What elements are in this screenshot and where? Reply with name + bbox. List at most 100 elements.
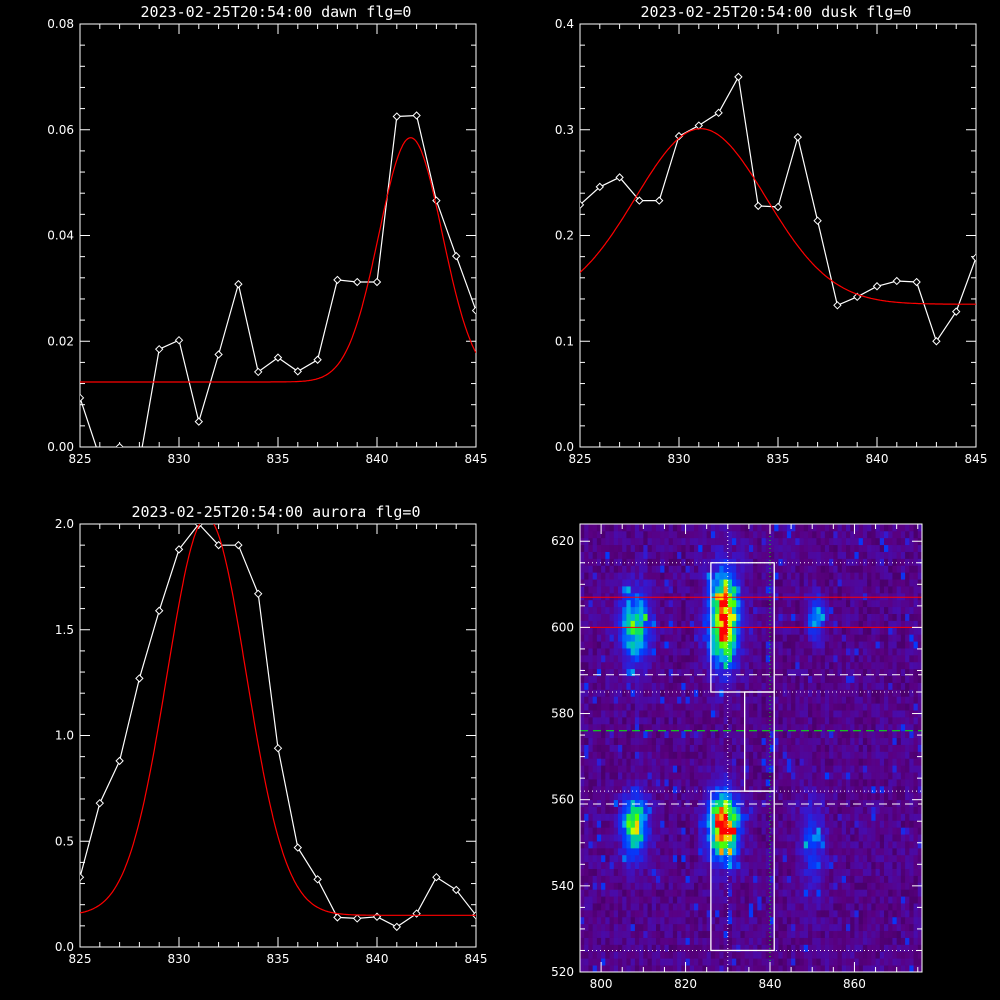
image-pixel <box>774 565 779 573</box>
image-pixel <box>837 551 843 559</box>
image-pixel <box>871 799 876 807</box>
image-pixel <box>786 537 792 546</box>
image-pixel <box>580 916 585 925</box>
image-pixel <box>639 827 644 835</box>
image-pixel <box>757 689 762 697</box>
image-pixel <box>732 792 737 801</box>
image-pixel <box>774 648 779 656</box>
image-pixel <box>613 909 619 918</box>
image-pixel <box>689 710 695 718</box>
image-pixel <box>622 627 627 635</box>
image-pixel <box>765 958 771 966</box>
image-pixel <box>778 792 784 801</box>
image-pixel <box>774 730 779 739</box>
image-pixel <box>618 882 623 890</box>
image-pixel <box>609 937 615 945</box>
image-pixel <box>761 847 767 856</box>
image-pixel <box>761 958 767 966</box>
image-pixel <box>630 703 636 711</box>
image-pixel <box>867 806 872 814</box>
image-pixel <box>824 834 830 842</box>
image-pixel <box>668 785 674 794</box>
image-pixel <box>715 730 720 739</box>
image-pixel <box>740 599 746 608</box>
image-pixel <box>846 827 851 835</box>
image-pixel <box>706 682 712 690</box>
image-pixel <box>643 648 648 656</box>
image-pixel <box>782 834 788 842</box>
image-pixel <box>862 896 868 904</box>
image-pixel <box>706 861 712 870</box>
image-pixel <box>656 930 661 938</box>
image-pixel <box>757 620 762 628</box>
image-pixel <box>727 744 733 752</box>
image-pixel <box>706 744 712 752</box>
image-pixel <box>765 661 771 670</box>
image-pixel <box>668 792 674 801</box>
image-pixel <box>744 834 750 842</box>
image-pixel <box>601 558 606 566</box>
image-pixel <box>867 668 872 677</box>
image-pixel <box>791 661 796 670</box>
image-pixel <box>770 799 775 807</box>
image-pixel <box>753 703 758 711</box>
image-pixel <box>719 641 724 649</box>
image-pixel <box>681 613 686 621</box>
image-pixel <box>748 951 754 959</box>
image-pixel <box>715 820 720 828</box>
image-pixel <box>647 599 653 608</box>
image-pixel <box>643 951 648 959</box>
image-pixel <box>698 834 703 842</box>
image-pixel <box>698 820 703 828</box>
image-pixel <box>710 744 716 752</box>
image-pixel <box>685 889 691 897</box>
image-pixel <box>744 716 750 725</box>
image-pixel <box>634 675 640 683</box>
image-pixel <box>592 592 598 601</box>
image-pixel <box>753 592 758 601</box>
image-pixel <box>867 813 872 821</box>
image-pixel <box>588 668 594 677</box>
image-pixel <box>694 592 699 601</box>
image-pixel <box>584 641 589 649</box>
image-pixel <box>596 661 602 670</box>
image-pixel <box>748 847 754 856</box>
image-pixel <box>786 785 792 794</box>
image-pixel <box>808 937 813 945</box>
image-pixel <box>774 882 779 890</box>
image-pixel <box>580 524 585 532</box>
image-pixel <box>723 572 729 580</box>
image-pixel <box>753 827 758 835</box>
image-pixel <box>605 668 610 677</box>
image-pixel <box>677 661 682 670</box>
image-pixel <box>660 723 665 732</box>
image-pixel <box>660 779 665 787</box>
image-pixel <box>694 903 699 911</box>
image-pixel <box>829 586 834 594</box>
image-pixel <box>622 675 627 683</box>
image-pixel <box>710 641 716 649</box>
title-aurora: 2023-02-25T20:54:00 aurora flg=0 <box>132 503 421 521</box>
image-pixel <box>816 648 822 656</box>
image-pixel <box>647 841 653 849</box>
image-pixel <box>846 524 851 532</box>
image-pixel <box>694 723 699 732</box>
image-pixel <box>639 744 644 752</box>
image-pixel <box>634 916 640 925</box>
image-pixel <box>672 634 678 642</box>
image-pixel <box>706 551 712 559</box>
image-pixel <box>609 551 615 559</box>
image-pixel <box>588 847 594 856</box>
image-pixel <box>786 710 792 718</box>
image-pixel <box>850 737 855 745</box>
image-pixel <box>618 634 623 642</box>
image-pixel <box>727 668 733 677</box>
image-pixel <box>829 930 834 938</box>
image-pixel <box>605 834 610 842</box>
image-pixel <box>812 654 817 663</box>
image-pixel <box>618 772 623 780</box>
image-pixel <box>584 951 589 959</box>
image-pixel <box>778 758 784 766</box>
image-pixel <box>584 586 589 594</box>
image-pixel <box>837 737 843 745</box>
